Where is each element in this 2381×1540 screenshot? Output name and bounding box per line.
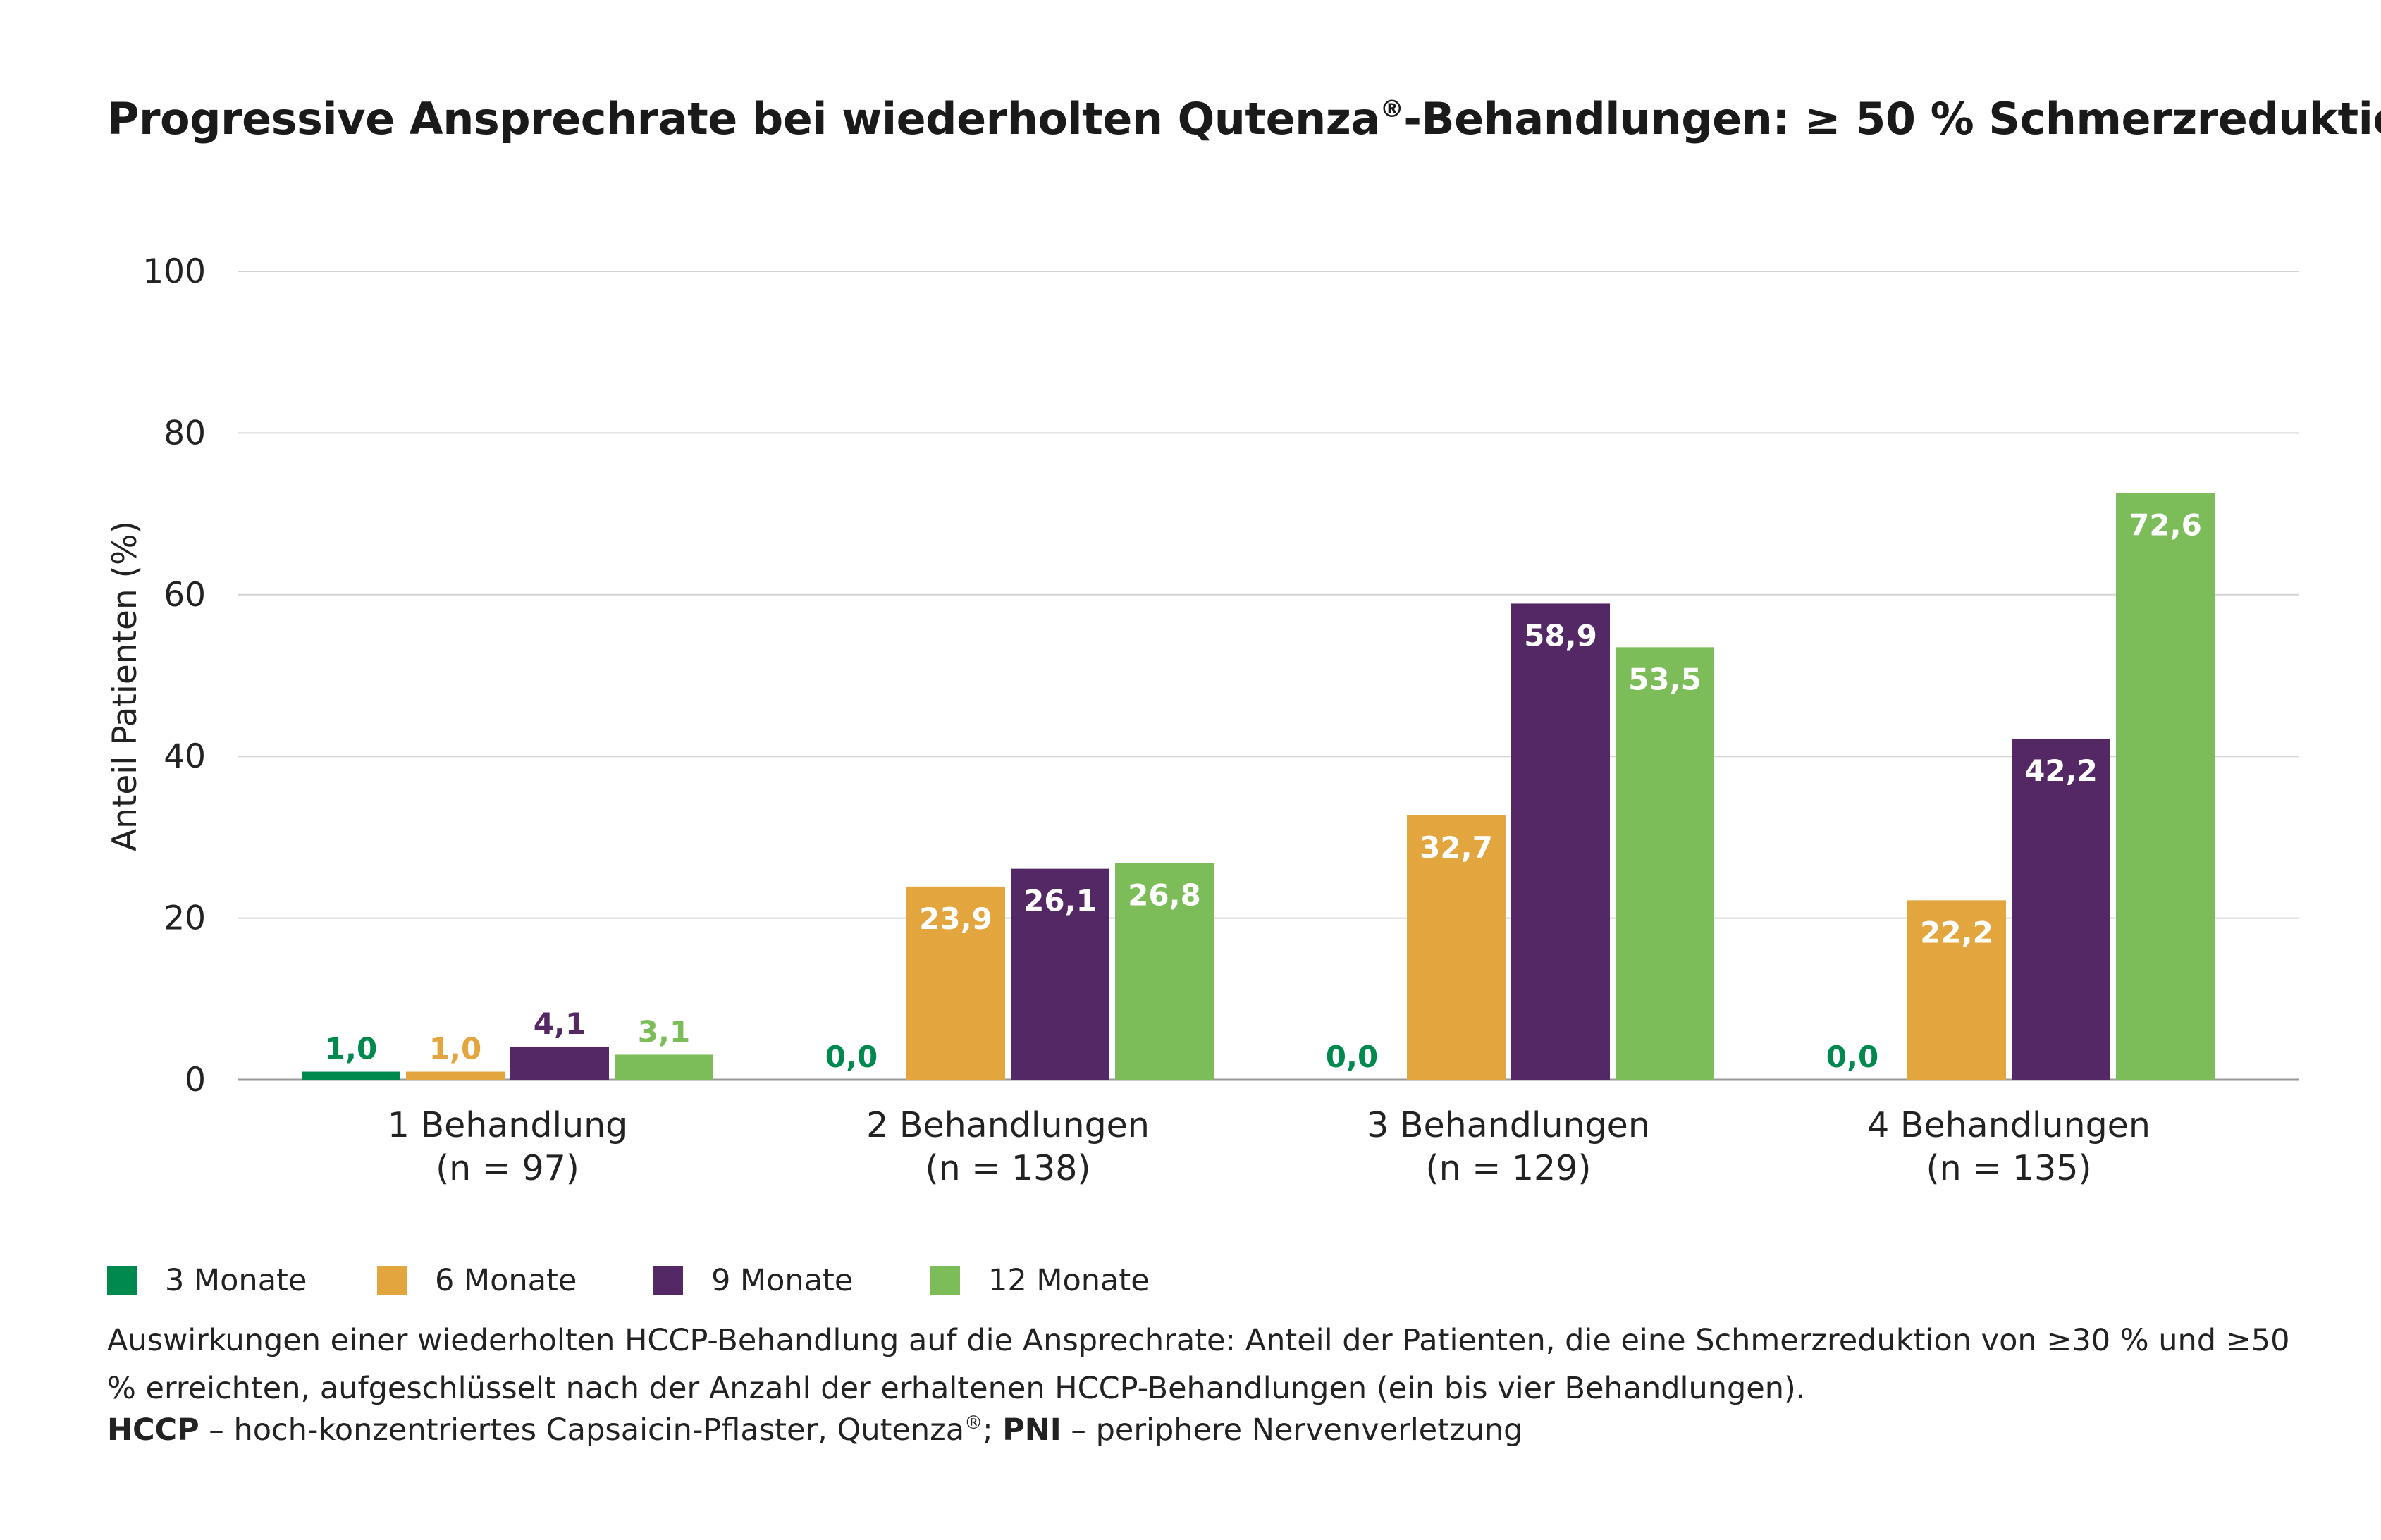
y-tick-label-0: 0 [185,1061,206,1099]
x-tick-n-1: (n = 97) [436,1148,579,1188]
data-label-4-6-monate: 22,2 [1920,915,1993,949]
chart-caption: Auswirkungen einer wiederholten HCCP-Beh… [107,1323,2290,1406]
x-tick-label-3: 3 Behandlungen [1367,1105,1650,1145]
x-tick-n-3: (n = 129) [1425,1148,1591,1188]
legend-label-12-monate: 12 Monate [988,1263,1150,1298]
bar-4-6-monate [1907,900,2006,1080]
bar-1-3-monate [302,1071,400,1080]
bar-2-9-monate [1011,868,1109,1080]
bar-1-6-monate [406,1071,505,1080]
bar-1-12-monate [615,1054,713,1080]
data-label-1-9-monate: 4,1 [534,1006,586,1041]
y-tick-label-60: 60 [164,576,206,615]
legend-label-9-monate: 9 Monate [711,1263,854,1298]
abbr-hccp-term: HCCP [107,1412,199,1448]
y-tick-label-20: 20 [164,899,206,938]
data-label-1-3-monate: 1,0 [325,1032,377,1066]
x-tick-label-2: 2 Behandlungen [866,1105,1150,1145]
y-axis-label: Anteil Patienten (%) [106,521,144,851]
x-tick-n-4: (n = 135) [1926,1148,2091,1188]
y-tick-label-80: 80 [164,414,206,452]
x-tick-label-1: 1 Behandlung [388,1105,628,1145]
bar-3-6-monate [1407,815,1506,1080]
data-label-4-3-monate: 0,0 [1826,1040,1878,1074]
data-label-2-3-monate: 0,0 [825,1040,878,1074]
data-label-3-3-monate: 0,0 [1326,1040,1378,1074]
bar-chart: 0 20 40 60 80 100 Anteil Patienten (%) 1,0 1,0 4,… [106,252,2299,1188]
legend-item-6-monate: 6 Monate [377,1263,577,1298]
abbreviations: HCCP – hoch-konzentriertes Capsaicin-Pfl… [107,1412,1523,1448]
bar-3-12-monate [1616,647,1714,1080]
legend-swatch-12-monate [930,1266,960,1295]
legend-item-12-monate: 12 Monate [930,1263,1150,1298]
bar-2-12-monate [1115,863,1214,1080]
bar-2-6-monate [906,886,1005,1080]
legend-swatch-3-monate [107,1266,137,1295]
bar-4-9-monate [2012,738,2110,1080]
x-tick-label-4: 4 Behandlungen [1867,1105,2151,1145]
bar-1-9-monate [510,1046,609,1080]
data-label-2-9-monate: 26,1 [1023,884,1097,918]
x-tick-n-2: (n = 138) [925,1148,1090,1188]
data-label-3-6-monate: 32,7 [1420,830,1493,865]
legend-label-3-monate: 3 Monate [165,1263,307,1298]
data-label-1-6-monate: 1,0 [429,1032,481,1066]
data-label-3-12-monate: 53,5 [1628,662,1702,696]
chart-title: Progressive Ansprechrate bei wiederholte… [107,93,2381,144]
bar-3-9-monate [1511,603,1610,1080]
data-label-2-6-monate: 23,9 [919,901,992,936]
legend-item-3-monate: 3 Monate [107,1263,307,1298]
legend-label-6-monate: 6 Monate [435,1263,577,1298]
legend-swatch-9-monate [653,1266,683,1295]
data-label-2-12-monate: 26,8 [1128,878,1201,913]
legend-swatch-6-monate [377,1266,407,1295]
data-label-4-12-monate: 72,6 [2129,507,2202,542]
data-label-3-9-monate: 58,9 [1524,618,1597,653]
bar-4-12-monate [2116,493,2215,1080]
y-tick-label-100: 100 [142,252,206,291]
legend-item-9-monate: 9 Monate [653,1263,853,1298]
data-label-4-9-monate: 42,2 [2024,753,2098,788]
abbr-pni-term: PNI [1002,1412,1062,1448]
y-tick-label-40: 40 [164,737,206,776]
data-label-1-12-monate: 3,1 [638,1014,690,1049]
